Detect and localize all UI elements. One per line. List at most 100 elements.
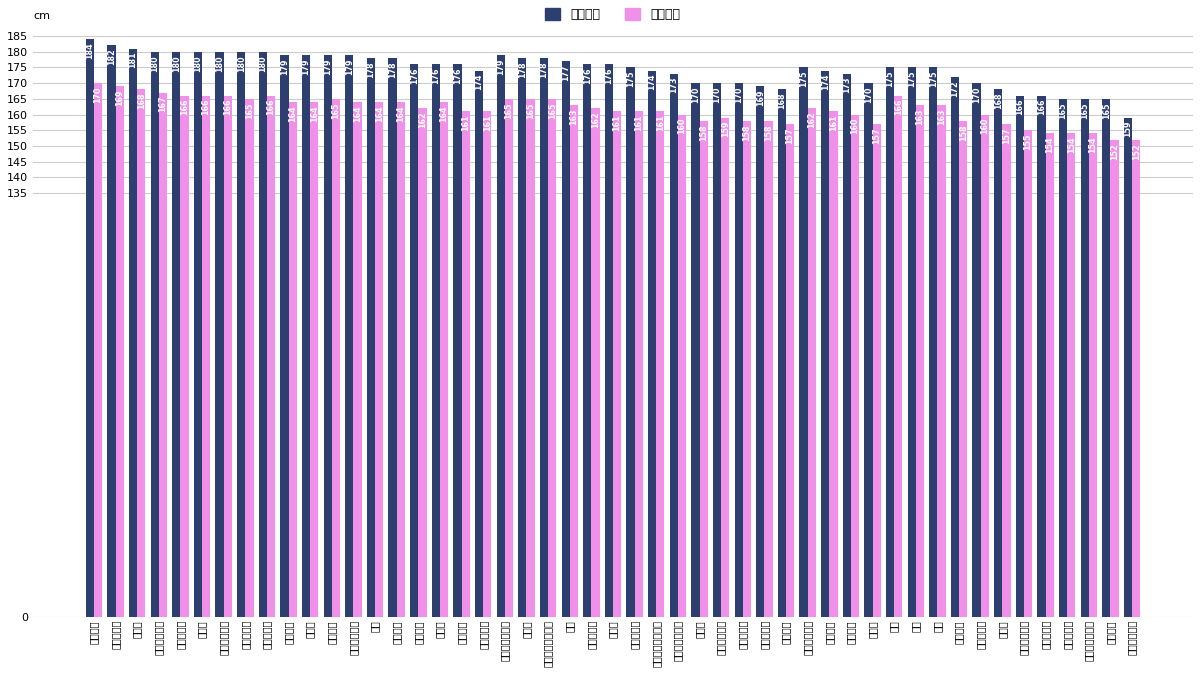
Bar <box>950 77 959 617</box>
Text: 160: 160 <box>980 118 989 134</box>
Bar <box>266 96 275 617</box>
Bar <box>799 67 808 617</box>
Bar <box>994 90 1002 617</box>
Text: 176: 176 <box>431 67 440 84</box>
Text: 166: 166 <box>202 99 211 115</box>
Bar <box>180 96 188 617</box>
Text: 176: 176 <box>605 67 613 84</box>
Text: 163: 163 <box>937 109 946 125</box>
Bar <box>656 111 665 617</box>
Text: 165: 165 <box>547 102 557 119</box>
Bar <box>302 55 310 617</box>
Bar <box>367 58 376 617</box>
Bar <box>721 118 730 617</box>
Text: 178: 178 <box>388 61 397 78</box>
Bar <box>894 96 902 617</box>
Text: 176: 176 <box>452 67 462 84</box>
Bar <box>216 52 223 617</box>
Text: 159: 159 <box>1123 121 1133 137</box>
Bar <box>583 64 592 617</box>
Text: 163: 163 <box>569 109 578 125</box>
Bar <box>150 52 158 617</box>
Text: 158: 158 <box>959 124 967 141</box>
Bar <box>562 61 570 617</box>
Bar <box>756 86 764 617</box>
Bar <box>540 58 548 617</box>
Text: 179: 179 <box>323 58 332 75</box>
Text: 174: 174 <box>821 73 829 90</box>
Text: 170: 170 <box>713 86 721 103</box>
Bar <box>916 105 924 617</box>
Text: 160: 160 <box>678 118 686 134</box>
Text: 162: 162 <box>418 111 427 128</box>
Bar <box>259 52 266 617</box>
Text: 165: 165 <box>504 102 514 119</box>
Bar <box>743 121 751 617</box>
Bar <box>202 96 210 617</box>
Text: 154: 154 <box>1088 137 1098 153</box>
Text: 175: 175 <box>799 71 808 87</box>
Bar <box>842 73 851 617</box>
Text: 164: 164 <box>439 105 449 122</box>
Text: 166: 166 <box>266 99 276 115</box>
Text: 178: 178 <box>518 61 527 78</box>
Bar <box>245 99 253 617</box>
Text: 166: 166 <box>223 99 233 115</box>
Text: 154: 154 <box>1045 137 1054 153</box>
Bar <box>592 109 600 617</box>
Bar <box>1110 140 1118 617</box>
Bar <box>128 49 137 617</box>
Bar <box>959 121 967 617</box>
Text: 176: 176 <box>409 67 419 84</box>
Bar <box>1002 124 1010 617</box>
Bar <box>808 109 816 617</box>
Text: 152: 152 <box>1110 143 1120 160</box>
Text: 174: 174 <box>475 73 484 90</box>
Bar <box>635 111 643 617</box>
Text: 158: 158 <box>743 124 751 141</box>
Bar <box>1124 118 1132 617</box>
Bar <box>1081 99 1088 617</box>
Bar <box>864 83 872 617</box>
Text: 179: 179 <box>497 58 505 75</box>
Bar <box>354 102 361 617</box>
Bar <box>137 90 145 617</box>
Bar <box>713 83 721 617</box>
Bar <box>937 105 946 617</box>
Text: 170: 170 <box>94 86 102 103</box>
Bar <box>626 67 635 617</box>
Bar <box>462 111 470 617</box>
Text: 166: 166 <box>180 99 190 115</box>
Text: 164: 164 <box>288 105 298 122</box>
Bar <box>223 96 232 617</box>
Text: 161: 161 <box>829 115 838 131</box>
Text: 178: 178 <box>540 61 548 78</box>
Bar <box>410 64 419 617</box>
Text: 168: 168 <box>137 92 145 109</box>
Text: 179: 179 <box>344 58 354 75</box>
Bar <box>332 99 340 617</box>
Text: 175: 175 <box>907 71 916 87</box>
Bar <box>548 99 557 617</box>
Text: 163: 163 <box>916 109 924 125</box>
Text: 157: 157 <box>1002 127 1010 144</box>
Bar <box>907 67 916 617</box>
Text: 158: 158 <box>764 124 773 141</box>
Text: 158: 158 <box>700 124 708 141</box>
Bar <box>527 99 535 617</box>
Text: 162: 162 <box>808 111 816 128</box>
Text: cm: cm <box>32 11 50 21</box>
Text: 169: 169 <box>756 90 764 106</box>
Bar <box>605 64 613 617</box>
Text: 168: 168 <box>778 92 786 109</box>
Bar <box>670 73 678 617</box>
Bar <box>886 67 894 617</box>
Text: 172: 172 <box>950 80 960 96</box>
Bar <box>324 55 332 617</box>
Bar <box>1067 133 1075 617</box>
Bar <box>980 115 989 617</box>
Text: 164: 164 <box>374 105 384 122</box>
Text: 177: 177 <box>562 64 570 81</box>
Text: 157: 157 <box>786 127 794 144</box>
Text: 161: 161 <box>635 115 643 131</box>
